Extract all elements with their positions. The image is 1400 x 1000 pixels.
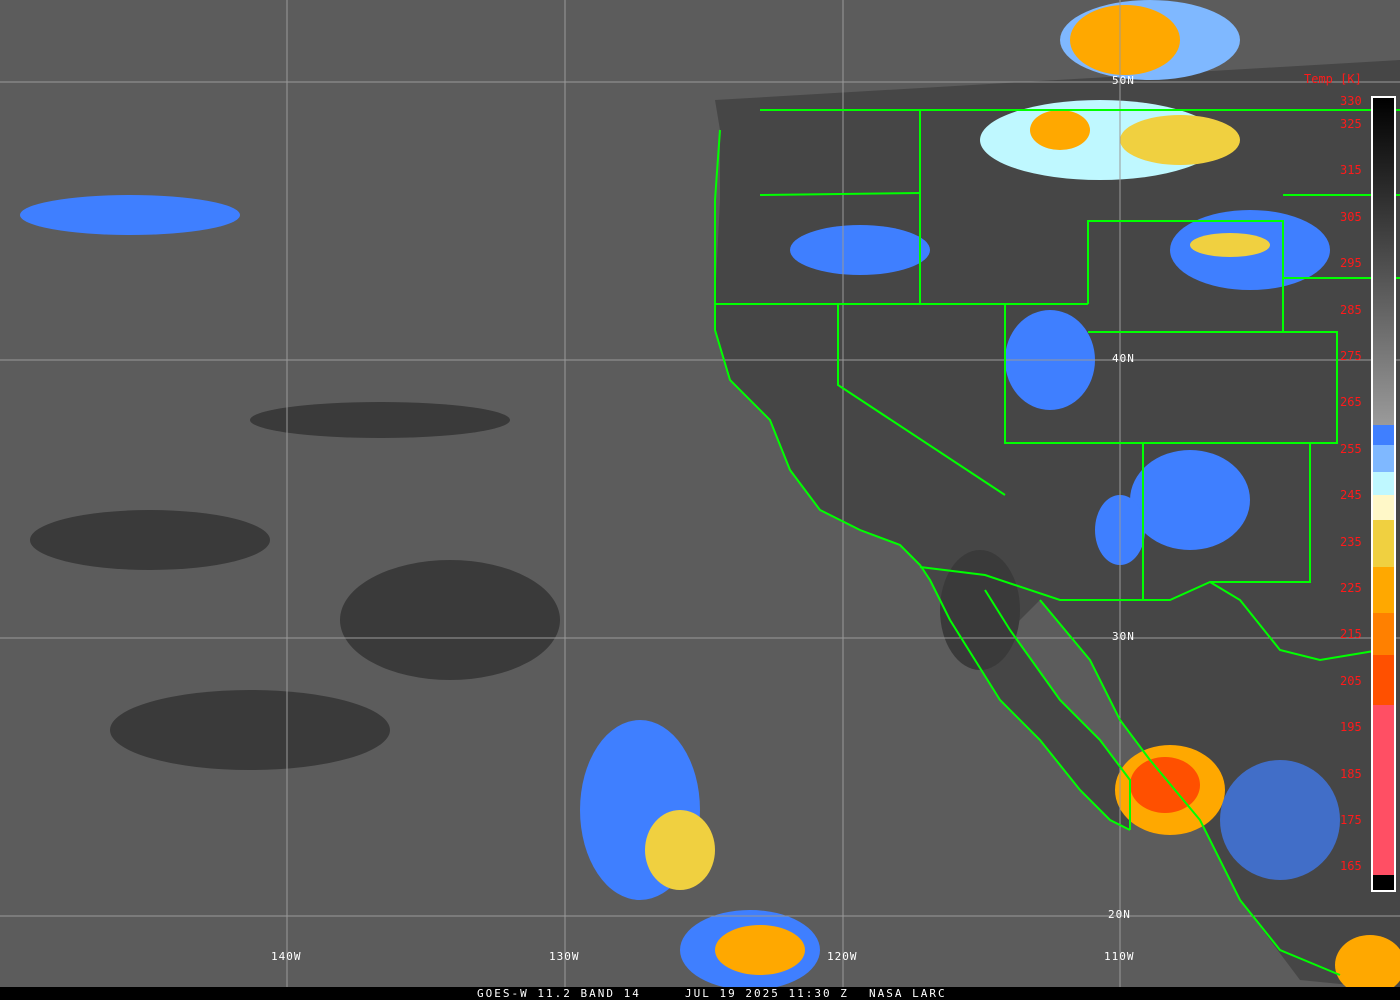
- colorbar-tick-label: 295: [1340, 256, 1362, 271]
- lon-label: 130W: [549, 950, 580, 963]
- colorbar-tick-label: 275: [1340, 349, 1362, 363]
- colorbar-tick-label: 325: [1340, 117, 1362, 131]
- colorbar-tick-label: 330: [1340, 94, 1362, 108]
- footer-bar: GOES-W 11.2 BAND 14 JUL 19 2025 11:30 Z …: [0, 987, 1400, 1000]
- colorbar-tick-label: 195: [1340, 720, 1362, 735]
- colorbar-title: Temp [K]: [1304, 72, 1362, 86]
- colorbar-tick-label: 215: [1340, 627, 1362, 642]
- lon-label: 120W: [827, 950, 858, 963]
- colorbar-tick-label: 175: [1340, 813, 1362, 827]
- lat-label: 20N: [1108, 908, 1131, 921]
- datetime: JUL 19 2025 11:30 Z: [685, 987, 849, 1000]
- colorbar-tick-label: 315: [1340, 163, 1362, 178]
- satellite-band: GOES-W 11.2 BAND 14: [477, 987, 641, 1000]
- lon-label: 110W: [1104, 950, 1135, 963]
- coastline-and-borders: [714, 109, 1400, 976]
- lat-label: 30N: [1112, 630, 1135, 643]
- colorbar-tick-label: 225: [1340, 581, 1362, 595]
- dark-clouds: [30, 402, 1020, 770]
- colorbar-tick-label: 165: [1340, 859, 1362, 874]
- source: NASA LARC: [869, 987, 947, 1000]
- colorbar-tick-label: 235: [1340, 534, 1362, 549]
- colorbar-tick-label: 305: [1340, 209, 1362, 224]
- colorbar-tick-label: 285: [1340, 302, 1362, 317]
- colorbar-tick-label: 245: [1340, 488, 1362, 503]
- lat-label: 40N: [1112, 352, 1135, 365]
- land: [715, 60, 1400, 990]
- lat-label: 50N: [1112, 74, 1135, 87]
- colorbar-tick-label: 255: [1340, 441, 1362, 456]
- colorbar-tick-label: 205: [1340, 673, 1362, 688]
- colorbar-tick-label: 185: [1340, 766, 1362, 781]
- colorbar-tick-label: 265: [1340, 395, 1362, 410]
- lon-label: 140W: [271, 950, 302, 963]
